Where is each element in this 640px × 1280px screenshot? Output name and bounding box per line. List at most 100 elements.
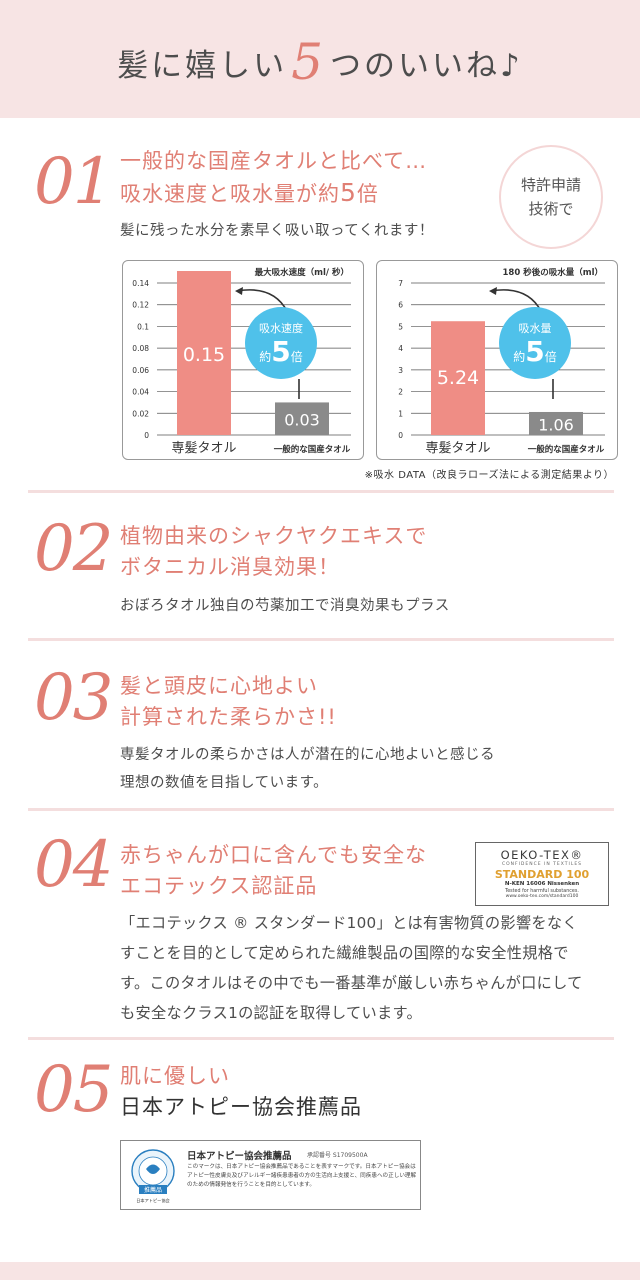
section-divider (28, 808, 614, 811)
bar-value-label: 0.15 (183, 344, 225, 366)
bar-senpatsu (177, 271, 231, 435)
y-tick-label: 3 (398, 366, 403, 375)
badge-line: 特許申請 (520, 176, 581, 194)
title-pre: 髪に嬉しい (117, 48, 288, 84)
oeko-standard: STANDARD 100 (494, 868, 590, 881)
chart-title: 180 秒後の吸水量（ml） (503, 267, 603, 278)
ratio-badge-circle (245, 307, 317, 379)
y-tick-label: 0.02 (132, 409, 149, 418)
x-category-label: 一般的な国産タオル (528, 444, 605, 455)
headline-line: 赤ちゃんが口に含んでも安全な (120, 843, 427, 867)
headline-line: 肌に優しい (120, 1064, 230, 1088)
headline-line: ボタニカル消臭効果！ (120, 555, 340, 579)
headline-number: 5 (340, 178, 357, 207)
desc-line: も安全なクラス1の認証を取得しています。 (120, 1004, 422, 1022)
bar-senpatsu (431, 321, 485, 435)
ratio-badge-label: 吸水量 (519, 322, 552, 335)
headline-line: エコテックス認証品 (120, 874, 318, 898)
desc-line: 専髪タオルの柔らかさは人が潜在的に心地よいと感じる (120, 747, 495, 763)
section-04-description: 「エコテックス ® スタンダード100」とは有害物質の影響をなく すことを目的と… (120, 908, 620, 1028)
chart-title: 最大吸水速度（ml/ 秒） (255, 267, 349, 278)
badge-line: 技術で (528, 200, 574, 218)
oeko-nken: N-KEN 16006 Nissenken (504, 881, 580, 887)
y-tick-label: 0 (144, 431, 149, 440)
arrow-curve (490, 289, 554, 399)
ratio-badge-value: 約5倍 (513, 335, 557, 368)
y-tick-label: 7 (398, 279, 403, 288)
bar-value-label: 1.06 (538, 415, 574, 434)
arrow-head (489, 287, 497, 295)
headline-line: 一般的な国産タオルと比べて… (120, 149, 428, 173)
section-02-headline: 植物由来のシャクヤクエキスで ボタニカル消臭効果！ (120, 521, 427, 583)
desc-line: 「エコテックス ® スタンダード100」とは有害物質の影響をなく (120, 914, 578, 932)
bar-value-label: 0.03 (284, 411, 320, 430)
section-04-headline: 赤ちゃんが口に含んでも安全な エコテックス認証品 (120, 840, 427, 902)
bar-general (529, 411, 583, 435)
title-post: つのいいね♪ (330, 48, 523, 84)
atopy-association-label: 推薦品 日本アトピー協会 日本アトピー協会推薦品 承認番号 S1709500A … (120, 1140, 421, 1210)
section-02-description: おぼろタオル独自の芍薬加工で消臭効果もプラス (120, 598, 450, 614)
headline-text: 吸水速度と吸水量が約 (120, 182, 340, 206)
bar-value-label: 5.24 (437, 367, 479, 389)
atopy-logo-sub: 日本アトピー協会 (136, 1197, 170, 1204)
patent-badge: 特許申請 技術で (499, 145, 603, 249)
ratio-badge-circle (499, 307, 571, 379)
atopy-title: 日本アトピー協会推薦品 (187, 1151, 292, 1162)
oeko-tested: Tested for harmful substances. (505, 889, 579, 894)
section-03-description: 専髪タオルの柔らかさは人が潜在的に心地よいと感じる 理想の数値を目指しています。 (120, 741, 495, 797)
oeko-tex-label: OEKO-TEX® CONFIDENCE IN TEXTILES STANDAR… (475, 842, 609, 906)
atopy-seal-icon: 推薦品 日本アトピー協会 (131, 1149, 175, 1204)
section-divider (28, 1037, 614, 1040)
ratio-badge-label: 吸水速度 (259, 321, 303, 335)
arrow-head (235, 287, 243, 295)
section-divider (28, 490, 614, 493)
section-01-description: 髪に残った水分を素早く吸い取ってくれます！ (120, 223, 434, 239)
oeko-title: OEKO-TEX® (500, 848, 584, 862)
chart-absorption-amount: 180 秒後の吸水量（ml） 0 1 2 3 4 5 6 7 5.24 専髪タオル 1.06 一般的な国… (376, 260, 618, 460)
y-tick-label: 0.04 (132, 388, 149, 397)
y-tick-label: 0.1 (137, 322, 149, 331)
title-number: 5 (291, 33, 326, 91)
x-category-label: 一般的な国産タオル (274, 444, 351, 455)
x-category-label: 専髪タオル (425, 441, 490, 456)
oeko-url: www.oeko-tex.com/standard100 (505, 894, 579, 899)
arrow-curve (236, 289, 300, 399)
section-01-headline: 一般的な国産タオルと比べて… 吸水速度と吸水量が約5倍 (120, 146, 427, 210)
headline-line: 髪と頭皮に心地よい (120, 674, 318, 698)
section-number-02: 02 (34, 512, 113, 586)
section-number-03: 03 (34, 661, 113, 735)
desc-line: す。このタオルはその中でも一番基準が厳しい赤ちゃんが口にして (120, 974, 583, 992)
section-05-headline: 肌に優しい 日本アトピー協会推薦品 (120, 1061, 362, 1123)
y-tick-label: 0.08 (132, 344, 149, 353)
y-tick-label: 4 (398, 344, 403, 353)
section-divider (28, 638, 614, 641)
ratio-badge-value: 約5倍 (259, 335, 303, 368)
atopy-registration: 承認番号 S1709500A (307, 1152, 368, 1159)
atopy-logo-label: 推薦品 (144, 1186, 162, 1194)
page-header: 髪に嬉しい5 つのいいね♪ (0, 0, 640, 118)
atopy-body-text: このマークは、日本アトピー協会推薦品であることを表すマークです。日本アトピー協会… (187, 1164, 417, 1188)
page-footer-band (0, 1262, 640, 1280)
x-category-label: 専髪タオル (171, 441, 236, 456)
y-tick-label: 0.06 (132, 366, 149, 375)
chart-absorption-speed: 最大吸水速度（ml/ 秒） 0 0.02 0.04 0.06 0.08 0.1 0.12 0.1… (122, 260, 364, 460)
bar-general (275, 402, 329, 435)
headline-line: 吸水速度と吸水量が約5倍 (120, 177, 427, 210)
headline-line: 計算された柔らかさ!! (120, 705, 337, 729)
headline-line: 日本アトピー協会推薦品 (120, 1095, 362, 1119)
y-tick-label: 0.12 (132, 301, 149, 310)
chart-absorption-speed-svg: 最大吸水速度（ml/ 秒） 0 0.02 0.04 0.06 0.08 0.1 0.12 0.1… (132, 267, 351, 456)
section-number-04: 04 (34, 828, 113, 902)
section-03-headline: 髪と頭皮に心地よい 計算された柔らかさ!! (120, 671, 337, 733)
headline-line: 植物由来のシャクヤクエキスで (120, 524, 428, 548)
y-tick-label: 6 (398, 301, 403, 310)
y-tick-label: 0.14 (132, 279, 149, 288)
y-tick-label: 0 (398, 431, 403, 440)
headline-text: 倍 (356, 182, 379, 206)
section-number-01: 01 (34, 145, 113, 219)
section-number-05: 05 (34, 1053, 113, 1127)
chart-absorption-amount-svg: 180 秒後の吸水量（ml） 0 1 2 3 4 5 6 7 5.24 専髪タオル 1.06 一般的な国… (398, 267, 605, 456)
oeko-confidence: CONFIDENCE IN TEXTILES (501, 862, 583, 867)
y-tick-label: 2 (398, 388, 403, 397)
page-title: 髪に嬉しい5 つのいいね♪ (117, 30, 523, 91)
